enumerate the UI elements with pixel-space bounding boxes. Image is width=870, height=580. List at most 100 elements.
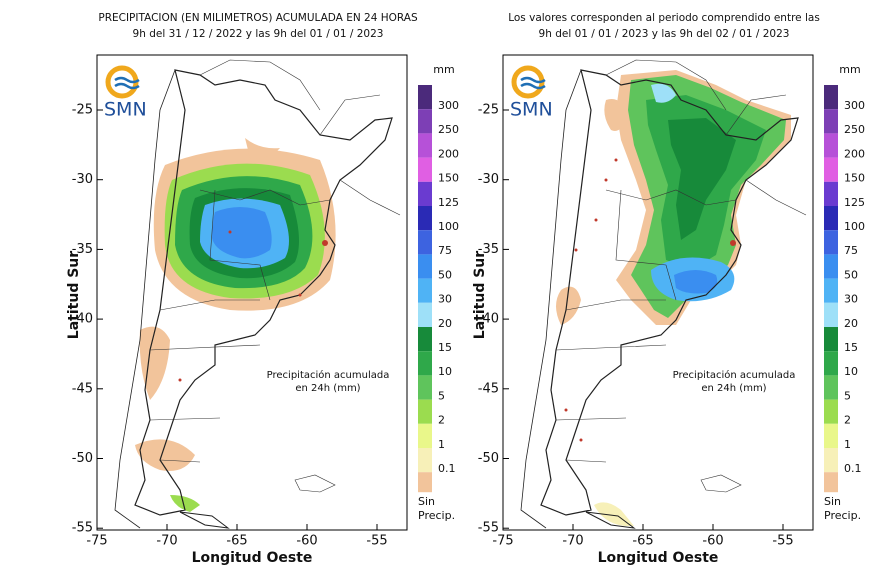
legend-swatch	[418, 181, 432, 206]
y-tick-label: -45	[72, 381, 93, 396]
y-axis-label: Latitud Sur	[66, 251, 82, 339]
map-note: en 24h (mm)	[295, 383, 360, 394]
legend-swatch	[824, 206, 838, 231]
y-tick-label: -25	[72, 103, 93, 118]
legend-swatch	[824, 254, 838, 279]
logo-text: SMN	[104, 99, 147, 121]
panel-title: 9h del 31 / 12 / 2022 y las 9h del 01 / …	[133, 28, 384, 40]
y-tick-label: -55	[478, 521, 499, 536]
legend-swatch	[418, 254, 432, 279]
legend-unit: mm	[839, 63, 860, 76]
legend-swatch	[418, 327, 432, 352]
legend-swatch	[418, 423, 432, 448]
panel-title: Los valores corresponden al periodo comp…	[508, 12, 820, 24]
legend-label: 15	[438, 341, 452, 354]
legend-label: 30	[844, 293, 858, 306]
legend-label: 75	[844, 244, 858, 257]
legend-swatch	[418, 375, 432, 400]
legend-label: 200	[438, 147, 459, 160]
legend-label: 20	[844, 317, 858, 330]
legend-swatch	[418, 157, 432, 182]
legend-swatch	[418, 302, 432, 327]
legend-swatch	[824, 327, 838, 352]
y-tick-label: -50	[72, 451, 93, 466]
legend-swatch	[418, 278, 432, 303]
map-left	[114, 59, 401, 529]
legend-swatch	[418, 399, 432, 424]
legend-label: 200	[844, 147, 865, 160]
legend-label: 50	[844, 268, 858, 281]
legend-label: 100	[844, 220, 865, 233]
legend-swatch	[824, 109, 838, 134]
map-note: Precipitación acumulada	[673, 369, 796, 381]
legend-label: 1	[438, 438, 445, 451]
y-tick-label: -40	[72, 312, 93, 327]
legend-label: 300	[438, 99, 459, 112]
legend-swatch	[824, 399, 838, 424]
logo-mark	[511, 65, 546, 99]
legend-swatch	[824, 230, 838, 255]
map-note: Precipitación acumulada	[267, 369, 390, 381]
panel-title: PRECIPITACION (EN MILIMETROS) ACUMULADA …	[98, 12, 418, 24]
legend-swatch	[824, 351, 838, 376]
y-tick-label: -55	[72, 521, 93, 536]
y-tick-label: -35	[478, 242, 499, 257]
legend-label: 100	[438, 220, 459, 233]
legend-swatch	[824, 133, 838, 158]
legend-swatch	[418, 206, 432, 231]
y-tick-label: -40	[478, 312, 499, 327]
x-tick-label: -70	[156, 534, 177, 549]
legend-label: 0.1	[438, 462, 456, 475]
legend-unit: mm	[433, 63, 454, 76]
x-tick-label: -75	[86, 534, 107, 549]
legend-label: 20	[438, 317, 452, 330]
legend-label: Sin	[824, 495, 841, 508]
legend-label: 1	[844, 438, 851, 451]
y-tick-label: -50	[478, 451, 499, 466]
legend-label: 2	[844, 414, 851, 427]
panel-title: 9h del 01 / 01 / 2023 y las 9h del 02 / …	[539, 28, 790, 40]
legend-swatch	[418, 85, 432, 110]
legend-swatch	[824, 448, 838, 473]
x-axis-label: Longitud Oeste	[598, 550, 719, 566]
x-axis-label: Longitud Oeste	[192, 550, 313, 566]
legend-label: 2	[438, 414, 445, 427]
x-tick-label: -75	[492, 534, 513, 549]
legend-swatch	[418, 109, 432, 134]
legend-label: 125	[438, 196, 459, 209]
logo-mark	[105, 65, 140, 99]
legend-label: 150	[844, 172, 865, 185]
legend-swatch	[824, 181, 838, 206]
legend-swatch	[418, 351, 432, 376]
map-note: en 24h (mm)	[701, 383, 766, 394]
logo-text: SMN	[510, 99, 553, 121]
legend-swatch	[824, 472, 838, 493]
legend-swatch	[824, 157, 838, 182]
legend-label: 250	[844, 123, 865, 136]
legend-label: 5	[438, 389, 445, 402]
legend-label: Sin	[418, 495, 435, 508]
x-tick-label: -70	[562, 534, 583, 549]
legend-swatch	[824, 278, 838, 303]
legend-label: 10	[438, 365, 452, 378]
map-right	[520, 59, 807, 529]
map-frame	[502, 54, 814, 531]
legend-label: 10	[844, 365, 858, 378]
map-frame	[96, 54, 408, 531]
x-tick-label: -65	[226, 534, 247, 549]
legend-label: 75	[438, 244, 452, 257]
legend-swatch	[418, 448, 432, 473]
y-tick-label: -30	[478, 172, 499, 187]
legend-label: 30	[438, 293, 452, 306]
legend-label: 250	[438, 123, 459, 136]
x-tick-label: -65	[632, 534, 653, 549]
legend-label: Precip.	[824, 509, 861, 522]
y-tick-label: -25	[478, 103, 499, 118]
legend-swatch	[824, 302, 838, 327]
y-axis-label: Latitud Sur	[472, 251, 488, 339]
legend-label: 0.1	[844, 462, 862, 475]
legend-swatch	[418, 230, 432, 255]
y-tick-label: -30	[72, 172, 93, 187]
legend-swatch	[824, 85, 838, 110]
